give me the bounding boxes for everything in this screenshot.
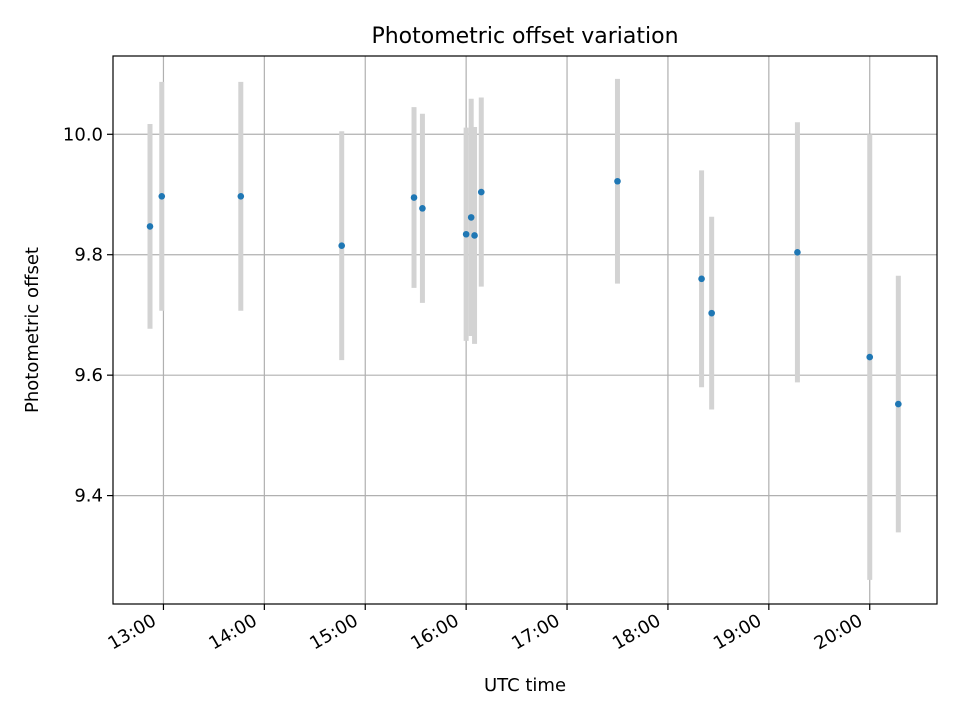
data-point (698, 275, 705, 283)
data-point (237, 193, 245, 200)
data-point (158, 193, 166, 200)
grid (113, 56, 937, 604)
data-point (895, 400, 902, 408)
x-tick-label: 13:00 (105, 610, 160, 654)
data-point (338, 242, 346, 249)
x-tick-label: 15:00 (306, 610, 361, 654)
y-tick-label: 10.0 (63, 124, 103, 145)
data-point (419, 205, 426, 212)
data-point (794, 249, 801, 256)
data-point (708, 309, 715, 317)
chart-title: Photometric offset variation (371, 24, 678, 49)
x-tick-label: 19:00 (710, 610, 765, 654)
data-point (614, 177, 621, 185)
y-axis-label: Photometric offset (22, 247, 43, 413)
x-tick-label: 17:00 (508, 610, 563, 654)
data-points (146, 177, 902, 408)
y-tick-label: 9.8 (74, 245, 103, 266)
plot-frame (112, 55, 938, 605)
data-point (462, 230, 470, 238)
data-point (410, 194, 418, 201)
y-tick-label: 9.6 (74, 365, 103, 386)
data-point (866, 353, 874, 361)
y-axis-ticks: 9.4 9.6 9.8 10.0 (63, 124, 113, 507)
x-axis-ticks: 13:00 14:00 15:00 16:00 17:00 18:00 19:00 20:00 (105, 604, 871, 654)
data-point (467, 214, 475, 221)
data-point (471, 232, 478, 239)
data-point (477, 188, 485, 196)
error-bars (147, 78, 901, 580)
x-tick-label: 16:00 (407, 610, 462, 654)
y-tick-label: 9.4 (74, 486, 103, 507)
x-tick-label: 14:00 (205, 610, 260, 654)
x-tick-label: 20:00 (811, 610, 866, 654)
x-axis-label: UTC time (484, 675, 566, 696)
data-point (146, 223, 154, 230)
x-tick-label: 18:00 (609, 610, 664, 654)
